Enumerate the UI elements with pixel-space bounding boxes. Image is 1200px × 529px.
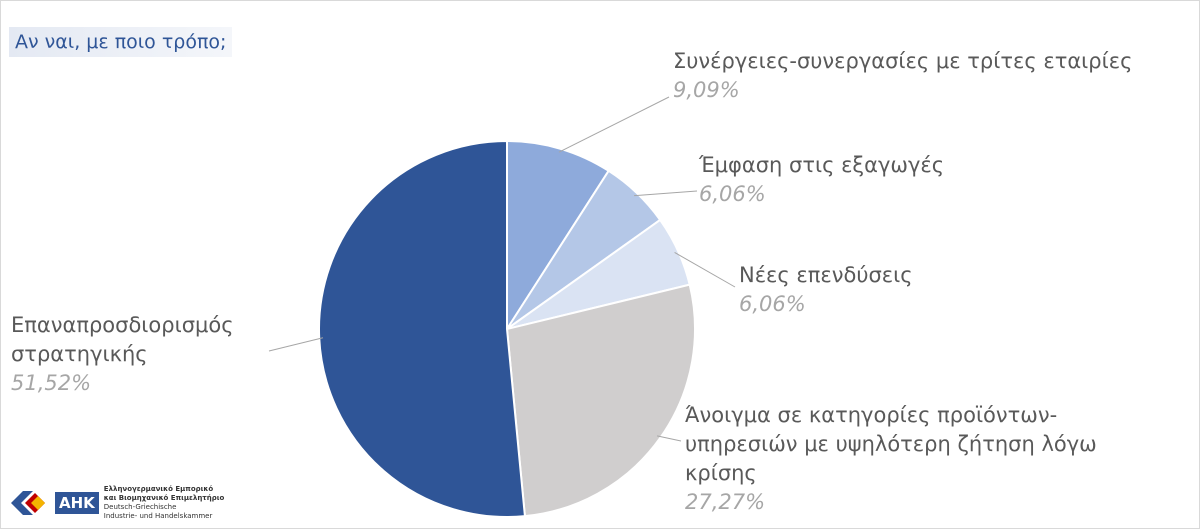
leader-line [634, 190, 698, 197]
data-label: Συνέργειες-συνεργασίες με τρίτες εταιρίε… [673, 47, 1193, 105]
logo-text: Ελληνογερμανικό Εμπορικό και Βιομηχανικό… [104, 485, 225, 521]
logo-icon [11, 491, 45, 515]
data-label: Νέες επενδύσεις 6,06% [739, 261, 1039, 319]
logo-line: Industrie- und Handelskammer [103, 512, 213, 520]
data-label: Έμφαση στις εξαγωγές 6,06% [699, 151, 999, 209]
value-label: 6,06% [699, 182, 766, 206]
leader-line [558, 96, 670, 153]
value-label: 51,52% [11, 371, 92, 395]
leader-line [674, 252, 736, 288]
logo-line: και Βιομηχανικό Επιμελητήριο [103, 494, 225, 502]
value-label: 6,06% [739, 292, 806, 316]
category-label: Νέες επενδύσεις [739, 263, 913, 287]
category-label: Άνοιγμα σε κατηγορίες προϊόντων-υπηρεσιώ… [685, 403, 1097, 485]
value-label: 27,27% [685, 490, 766, 514]
chart-title: Αν ναι, με ποιο τρόπο; [9, 27, 233, 57]
pie-slice [505, 283, 696, 518]
pie-slice [318, 139, 527, 518]
logo-acronym: AHK [55, 492, 99, 514]
leader-line [268, 337, 324, 352]
value-label: 9,09% [673, 78, 740, 102]
logo: AHK Ελληνογερμανικό Εμπορικό και Βιομηχα… [5, 478, 257, 528]
category-label: Επαναπροσδιορισμός στρατηγικής [11, 313, 234, 366]
data-label: Άνοιγμα σε κατηγορίες προϊόντων-υπηρεσιώ… [685, 401, 1165, 517]
category-label: Έμφαση στις εξαγωγές [699, 153, 945, 177]
leader-line [656, 435, 682, 442]
logo-line: Ελληνογερμανικό Εμπορικό [103, 485, 214, 493]
category-label: Συνέργειες-συνεργασίες με τρίτες εταιρίε… [673, 49, 1133, 73]
pie-slice [506, 139, 611, 333]
logo-line: Deutsch-Griechische [103, 503, 177, 511]
data-label: Επαναπροσδιορισμός στρατηγικής 51,52% [11, 311, 271, 398]
